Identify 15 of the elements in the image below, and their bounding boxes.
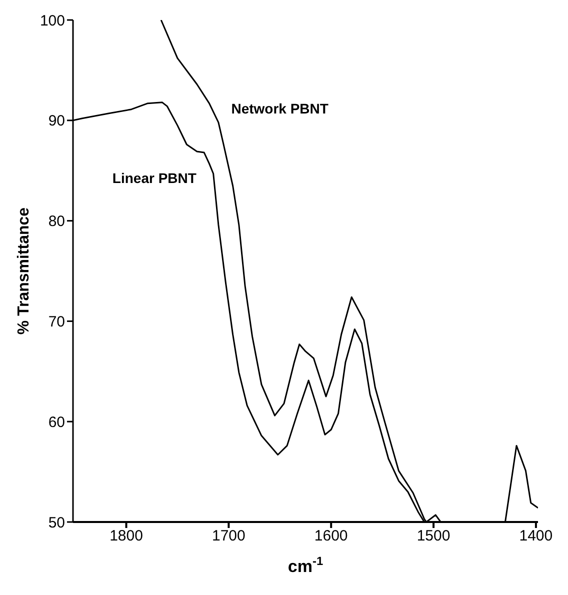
- x-tick-label: 1600: [314, 528, 348, 545]
- series-label: Network PBNT: [231, 100, 329, 116]
- y-axis-title: % Transmittance: [16, 207, 32, 335]
- y-tick-label: 60: [48, 414, 65, 431]
- x-tick-label: 1400: [519, 528, 553, 545]
- y-tick-label: 100: [40, 12, 65, 30]
- y-tick-label: 70: [48, 314, 65, 331]
- y-tick-label: 80: [48, 213, 65, 230]
- x-axis-title: cm$^{-1}$: [288, 554, 324, 576]
- x-tick-label: 1700: [212, 528, 246, 545]
- x-tick-label: 1800: [110, 528, 143, 545]
- y-tick-label: 90: [48, 112, 65, 130]
- x-tick-label: 1500: [416, 528, 450, 545]
- series-label: Linear PBNT: [112, 170, 197, 186]
- y-tick-label: 50: [48, 514, 65, 532]
